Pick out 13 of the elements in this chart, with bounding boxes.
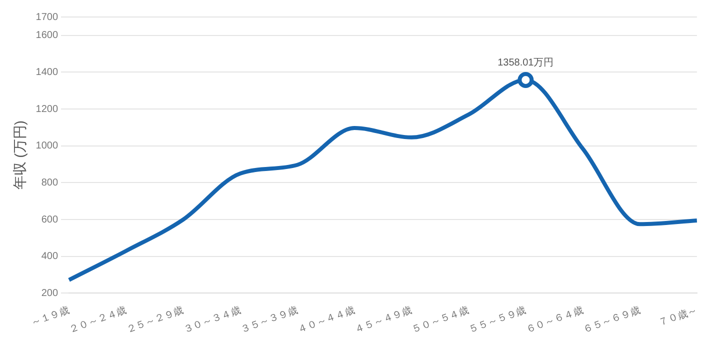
y-axis-title: 年収 (万円) bbox=[11, 120, 28, 190]
x-tick-label: ～１９歳 bbox=[29, 304, 72, 329]
x-tick-label: ７０歳～ bbox=[657, 304, 699, 329]
data-label: 1358.01万円 bbox=[498, 58, 554, 69]
y-tick-label: 1700 bbox=[36, 12, 58, 23]
y-tick-label: 1200 bbox=[36, 104, 58, 115]
y-tick-label: 200 bbox=[41, 288, 58, 299]
y-tick-label: 1400 bbox=[36, 66, 58, 78]
y-tick-label: 400 bbox=[41, 251, 58, 262]
y-tick-label: 800 bbox=[41, 177, 58, 188]
y-tick-label: 1000 bbox=[36, 140, 58, 152]
y-tick-label: 1600 bbox=[36, 30, 58, 42]
y-tick-label: 600 bbox=[41, 214, 58, 226]
